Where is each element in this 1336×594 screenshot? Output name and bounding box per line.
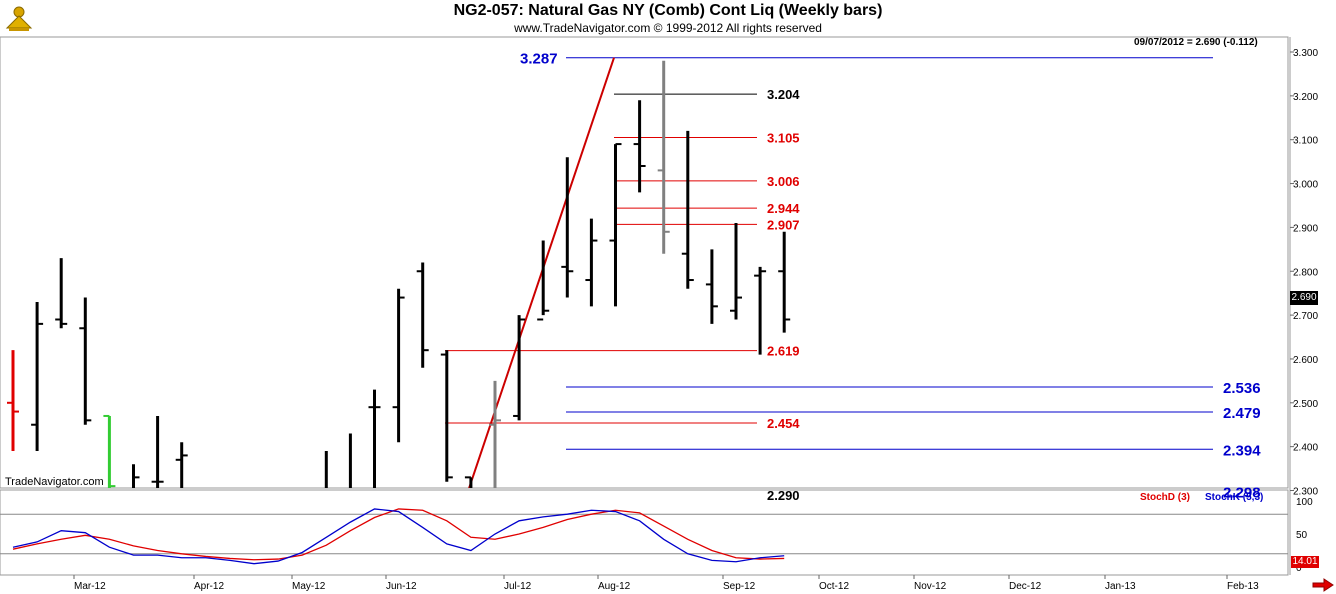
y-axis-tick-label: 2.500 [1293,399,1318,410]
level-label-2-907: 2.907 [767,217,800,232]
y-axis-tick-label: 2.800 [1293,267,1318,278]
stoch-series-1 [12,508,785,565]
level-label-2-298: 2.298 [1223,484,1261,501]
watermark-text: TradeNavigator.com [5,476,104,488]
level-label-3-006: 3.006 [767,174,800,189]
stoch-d-legend[interactable]: StochD (3) [1140,492,1190,503]
x-axis-tick-label: Jul-12 [504,581,532,592]
x-axis-tick-label: Jan-13 [1105,581,1136,592]
y-axis-tick-label: 2.900 [1293,223,1318,234]
last-price-readout: 09/07/2012 = 2.690 (-0.112) [1134,37,1258,48]
y-axis-tick-label: 2.300 [1293,487,1318,498]
level-label-2-290: 2.290 [767,488,800,503]
oscillator-plot-frame [0,489,1289,576]
level-label-3-287: 3.287 [520,51,558,68]
x-axis-tick-label: Apr-12 [194,581,224,592]
y-axis-tick-label: 3.000 [1293,180,1318,191]
x-axis-tick-label: Nov-12 [914,581,947,592]
x-axis-tick-label: Jun-12 [386,581,417,592]
level-label-3-105: 3.105 [767,131,800,146]
y-axis-tick-label: 2.600 [1293,355,1318,366]
trade-navigator-logo-icon [3,2,35,34]
osc-axis-tick-label: 0 [1296,563,1302,574]
x-axis-tick-label: Oct-12 [819,581,849,592]
y-axis-tick-label: 2.400 [1293,443,1318,454]
x-axis-tick-label: Dec-12 [1009,581,1042,592]
level-label-2-619: 2.619 [767,344,800,359]
y-axis-tick-label: 3.300 [1293,48,1318,59]
level-label-2-536: 2.536 [1223,380,1261,397]
y-axis-tick-label: 3.200 [1293,92,1318,103]
scroll-right-arrow-icon[interactable] [1312,578,1334,592]
chart-title: NG2-057: Natural Gas NY (Comb) Cont Liq … [453,2,883,19]
level-label-2-394: 2.394 [1223,442,1261,459]
price-bars-group [7,57,1213,488]
price-plot-frame [0,36,1289,489]
x-axis-tick-label: May-12 [292,581,326,592]
level-label-3-204: 3.204 [767,87,800,102]
trendline [468,57,615,488]
copyright-text: www.TradeNavigator.com © 1999-2012 All r… [514,21,822,35]
y-axis-tick-label: 2.700 [1293,311,1318,322]
x-axis-tick-label: Aug-12 [598,581,631,592]
level-label-2-479: 2.479 [1223,405,1261,422]
stochastic-value-marker: 14.01 [1291,556,1319,568]
level-label-2-454: 2.454 [767,416,800,431]
x-axis-tick-label: Feb-13 [1227,581,1259,592]
x-axis-tick-label: Mar-12 [74,581,106,592]
x-axis-tick-label: Sep-12 [723,581,756,592]
current-price-marker: 2.690 [1290,291,1318,305]
stoch-series-0 [12,508,785,561]
stoch-k-legend[interactable]: StochK (5,3) [1205,492,1264,503]
level-label-2-944: 2.944 [767,201,800,216]
y-axis-tick-label: 3.100 [1293,136,1318,147]
osc-axis-tick-label: 100 [1296,497,1313,508]
osc-axis-tick-label: 50 [1296,530,1308,541]
